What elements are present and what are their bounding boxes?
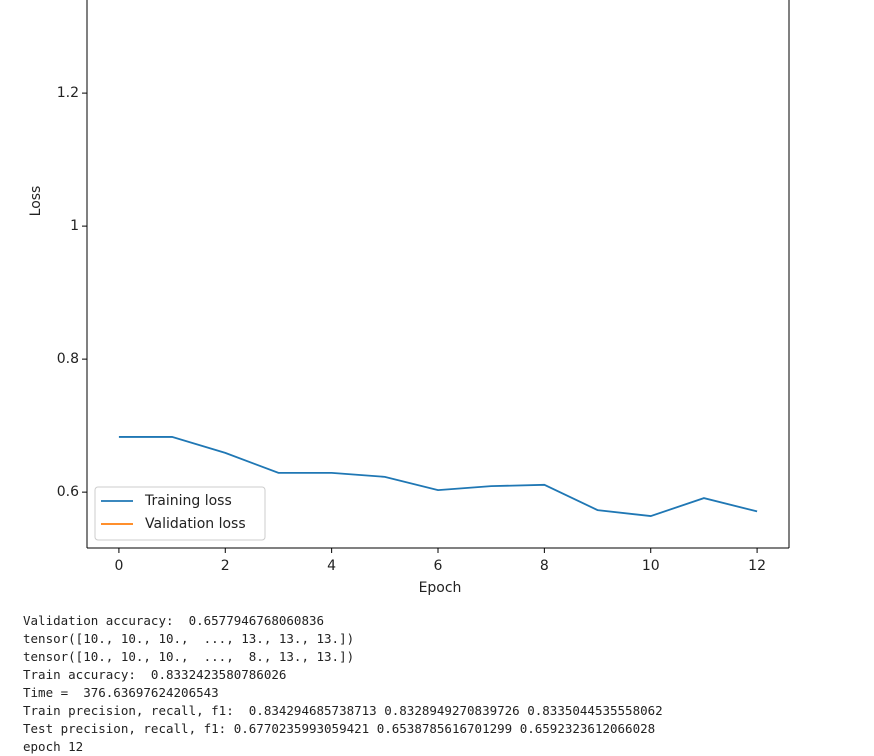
legend-label: Training loss <box>144 493 232 509</box>
x-tick-label: 0 <box>114 558 123 574</box>
cell-output: Validation accuracy: 0.6577946768060836 t… <box>23 612 663 756</box>
output-line: Train accuracy: 0.8332423580786026 <box>23 667 287 682</box>
y-axis-label: Loss <box>28 186 44 217</box>
y-tick-label: 0.8 <box>57 351 79 367</box>
x-tick-label: 2 <box>221 558 230 574</box>
output-line: tensor([10., 10., 10., ..., 8., 13., 13.… <box>23 649 355 664</box>
x-tick-label: 4 <box>327 558 336 574</box>
output-line: epoch 12 <box>23 739 84 754</box>
series-line <box>118 436 758 517</box>
y-tick-label: 1 <box>70 218 79 234</box>
y-tick-label: 0.6 <box>57 484 79 500</box>
output-line: Validation accuracy: 0.6577946768060836 <box>23 613 325 628</box>
x-tick-label: 12 <box>748 558 766 574</box>
legend-box <box>94 486 266 541</box>
y-tick-label: 1.2 <box>57 85 79 101</box>
output-line: Test precision, recall, f1: 0.6770235993… <box>23 721 656 736</box>
x-tick-label: 8 <box>540 558 549 574</box>
output-line: tensor([10., 10., 10., ..., 13., 13., 13… <box>23 631 355 646</box>
chart: Epoch Loss 0 2 4 6 8 10 12 0.6 0.8 1 1.2 Training l… <box>28 0 790 596</box>
output-line: Time = 376.63697624206543 <box>23 685 219 700</box>
legend-label: Validation loss <box>145 516 246 532</box>
x-tick-label: 10 <box>642 558 660 574</box>
x-tick-label: 6 <box>434 558 443 574</box>
output-line: Train precision, recall, f1: 0.834294685… <box>23 703 663 718</box>
x-axis-label: Epoch <box>419 580 462 596</box>
